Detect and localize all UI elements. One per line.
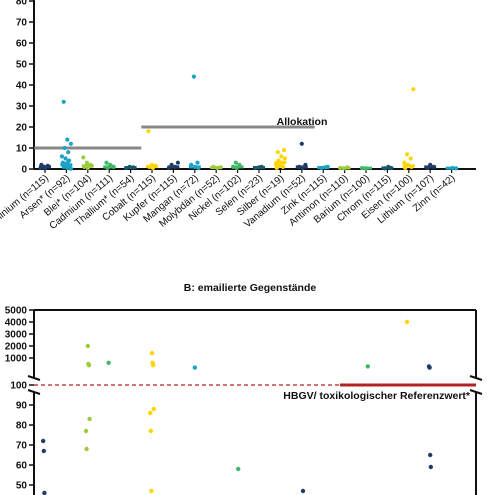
panel-a-data-point (84, 160, 89, 165)
panel-a-data-point (175, 160, 180, 165)
panel-b-data-point (427, 365, 432, 370)
panel-a-y-tick-label: 20 (16, 123, 28, 134)
panel-a-data-point (274, 165, 279, 171)
panel-b-upper-tick-label: 3000 (5, 330, 28, 341)
panel-a-data-point (402, 160, 407, 165)
panel-a-y-tick-label: 0 (21, 165, 27, 176)
panel-a-data-point (68, 141, 73, 146)
panel-a-data-point (195, 160, 200, 165)
panel-b-lower-tick-label: 100 (10, 381, 27, 392)
panel-b-data-point (428, 452, 433, 458)
panel-b-upper-tick-label: 5000 (5, 306, 28, 317)
panel-a-data-point (191, 74, 196, 79)
panel-a-y-tick-label: 40 (16, 81, 28, 92)
panel-a-data-point (404, 152, 410, 157)
panel-a-data-point (146, 129, 151, 134)
panel-a-data-point (81, 155, 86, 160)
panel-b-lower-tick-label: 50 (16, 481, 28, 492)
panel-a-y-tick-label: 50 (16, 60, 28, 71)
panel-a-data-point (61, 99, 66, 104)
panel-b-lower-tick-label: 70 (16, 441, 28, 452)
panel-b-data-point (148, 410, 153, 416)
panel-b-axis-break (469, 389, 483, 395)
panel-a-data-point (68, 166, 73, 171)
panel-b-data-point (42, 490, 47, 495)
panel-b-data-point (41, 438, 46, 444)
panel-b-lower-tick-label: 60 (16, 461, 28, 472)
panel-a-data-point (65, 165, 70, 171)
panel-b-upper-tick-label: 2000 (5, 342, 28, 353)
panel-b-axis-break (27, 375, 41, 381)
panel-a-data-point (275, 150, 280, 155)
panel-a-y-tick-label: 10 (16, 144, 28, 155)
panel-b-data-point (86, 363, 92, 368)
panel-b-data-point (87, 416, 92, 422)
panel-b-data-point (148, 428, 153, 434)
panel-a-data-point (62, 145, 67, 151)
panel-b-data-point (236, 466, 241, 472)
panel-b-data-point (151, 363, 156, 368)
panel-a-data-point (63, 156, 68, 161)
panel-a-y-tick-label: 30 (16, 102, 28, 113)
panel-b-axis-break (27, 389, 41, 395)
panel-a-y-tick-label: 70 (16, 18, 28, 29)
panel-b-data-point (428, 464, 433, 470)
panel-a-data-point (282, 156, 287, 161)
panel-a-data-point (299, 141, 304, 146)
panel-b-data-point (83, 428, 89, 434)
panel-b-lower-tick-label: 90 (16, 401, 28, 412)
panel-a-data-point (281, 148, 287, 153)
panel-b-title: B: emailierte Gegenstände (184, 282, 317, 294)
panel-b-data-point (300, 488, 306, 494)
panel-b-lower-tick-label: 80 (16, 421, 28, 432)
panel-b-data-point (85, 343, 91, 349)
panel-b-data-point (149, 351, 155, 356)
reference-label: HBGV/ toxikologischer Referenzwert* (283, 390, 471, 402)
panel-a-y-tick-label: 80 (16, 0, 28, 8)
panel-a-data-point (411, 87, 416, 92)
panel-a-data-point (66, 150, 71, 155)
panel-b-upper-tick-label: 1000 (5, 354, 28, 365)
panel-b-data-point (84, 446, 89, 452)
panel-a-y-tick-label: 60 (16, 39, 28, 50)
panel-b-data-point (106, 360, 111, 365)
panel-a-data-point (59, 154, 64, 159)
panel-a-data-point (408, 156, 413, 161)
panel-a-data-point (104, 160, 109, 165)
panel-b-axis-break (469, 375, 483, 381)
panel-b-data-point (365, 364, 370, 369)
panel-b-data-point (41, 448, 46, 454)
panel-b-data-point (151, 406, 156, 412)
panel-a-data-point (279, 154, 284, 159)
panel-a-data-point (233, 160, 238, 165)
panel-a-data-point (281, 164, 286, 169)
panel-a-data-point (66, 159, 71, 164)
panel-b-upper-tick-label: 4000 (5, 318, 28, 329)
panel-a-data-point (65, 137, 70, 142)
allocation-label: Allokation (277, 116, 328, 128)
panel-b-data-point (149, 488, 154, 494)
panel-b-data-point (192, 365, 197, 370)
panel-b-data-point (404, 319, 410, 325)
